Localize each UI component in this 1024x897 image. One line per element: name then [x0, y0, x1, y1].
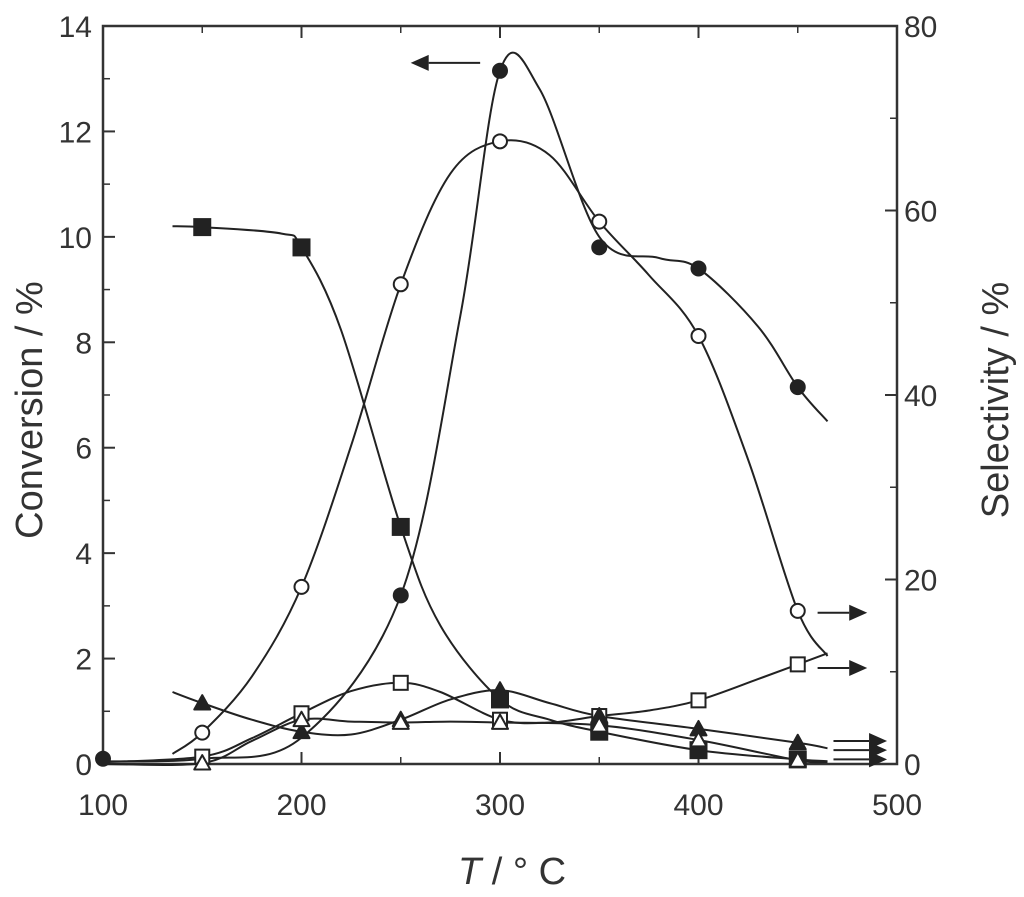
x-tick-label: 200 [276, 789, 326, 822]
arrow-layer [410, 54, 888, 768]
open-square-marker [392, 674, 409, 691]
y-left-tick-label: 6 [75, 433, 92, 466]
right-axis-arrow-head [849, 604, 868, 621]
open-triangle-marker [292, 710, 311, 728]
x-axis-title: T / ° C [458, 851, 566, 893]
filled-triangle-marker [491, 681, 509, 698]
x-tick-label: 500 [872, 789, 922, 822]
filled-triangle-marker [292, 722, 311, 740]
open-triangle-marker [491, 713, 509, 730]
filled-triangle-curve [172, 689, 828, 750]
y-left-tick-label: 2 [75, 644, 92, 677]
open-triangle-marker [689, 731, 708, 748]
y-left-tick-label: 4 [75, 538, 92, 571]
y-left-tick-label: 10 [59, 222, 92, 255]
open-triangle-marker [788, 751, 807, 768]
x-axis-variable: T [458, 851, 484, 893]
right-axis-arrow-head [869, 751, 888, 768]
open-circle-marker [194, 724, 211, 741]
y-left-tick-label: 0 [75, 749, 92, 782]
open-circle-marker [591, 213, 608, 230]
y-right-tick-label: 80 [904, 11, 937, 44]
open-circle-marker [492, 133, 508, 150]
open-square-curve [102, 652, 828, 764]
y-axis-right-title: Selectivity / % [975, 282, 1017, 519]
open-square-marker [789, 656, 806, 673]
filled-circle-marker [95, 750, 111, 767]
filled-square-marker [391, 517, 410, 536]
y-right-tick-label: 60 [904, 196, 937, 229]
x-tick-label: 100 [78, 789, 128, 822]
filled-triangle-marker [193, 694, 212, 711]
filled-circle-marker [492, 62, 508, 79]
open-triangle-marker [391, 713, 410, 730]
y-right-tick-label: 40 [904, 380, 937, 413]
open-circle-marker [392, 276, 409, 293]
right-axis-arrow-head [849, 660, 868, 677]
y-right-tick-label: 20 [904, 565, 937, 598]
filled-square-marker [193, 218, 212, 237]
x-axis-unit: / ° C [481, 851, 566, 893]
y-left-tick-label: 14 [59, 11, 92, 44]
open-square-marker [690, 692, 707, 709]
filled-circle-marker [392, 587, 409, 604]
x-tick-label: 300 [475, 789, 525, 822]
open-circle-marker [293, 578, 310, 595]
filled-circle-marker [789, 379, 806, 396]
y-axis-left-title: Conversion / % [9, 281, 51, 539]
filled-square-curve [172, 225, 828, 763]
y-left-tick-label: 12 [59, 116, 92, 149]
open-triangle-marker [590, 716, 609, 733]
filled-circle-marker [690, 260, 707, 277]
y-right-tick-label: 0 [904, 749, 921, 782]
open-circle-marker [690, 327, 707, 344]
filled-triangle-marker [788, 733, 807, 751]
open-triangle-marker [193, 754, 212, 771]
open-triangle-curve [102, 717, 828, 767]
y-left-tick-label: 8 [75, 327, 92, 360]
filled-circle-curve [102, 51, 829, 763]
open-circle-curve [171, 139, 829, 755]
marker-layer [95, 62, 807, 771]
filled-square-marker [292, 238, 311, 257]
filled-circle-marker [591, 239, 608, 256]
left-axis-arrow-head [410, 54, 429, 71]
curve-layer [102, 51, 829, 767]
x-tick-label: 400 [673, 789, 723, 822]
open-circle-marker [789, 602, 806, 619]
